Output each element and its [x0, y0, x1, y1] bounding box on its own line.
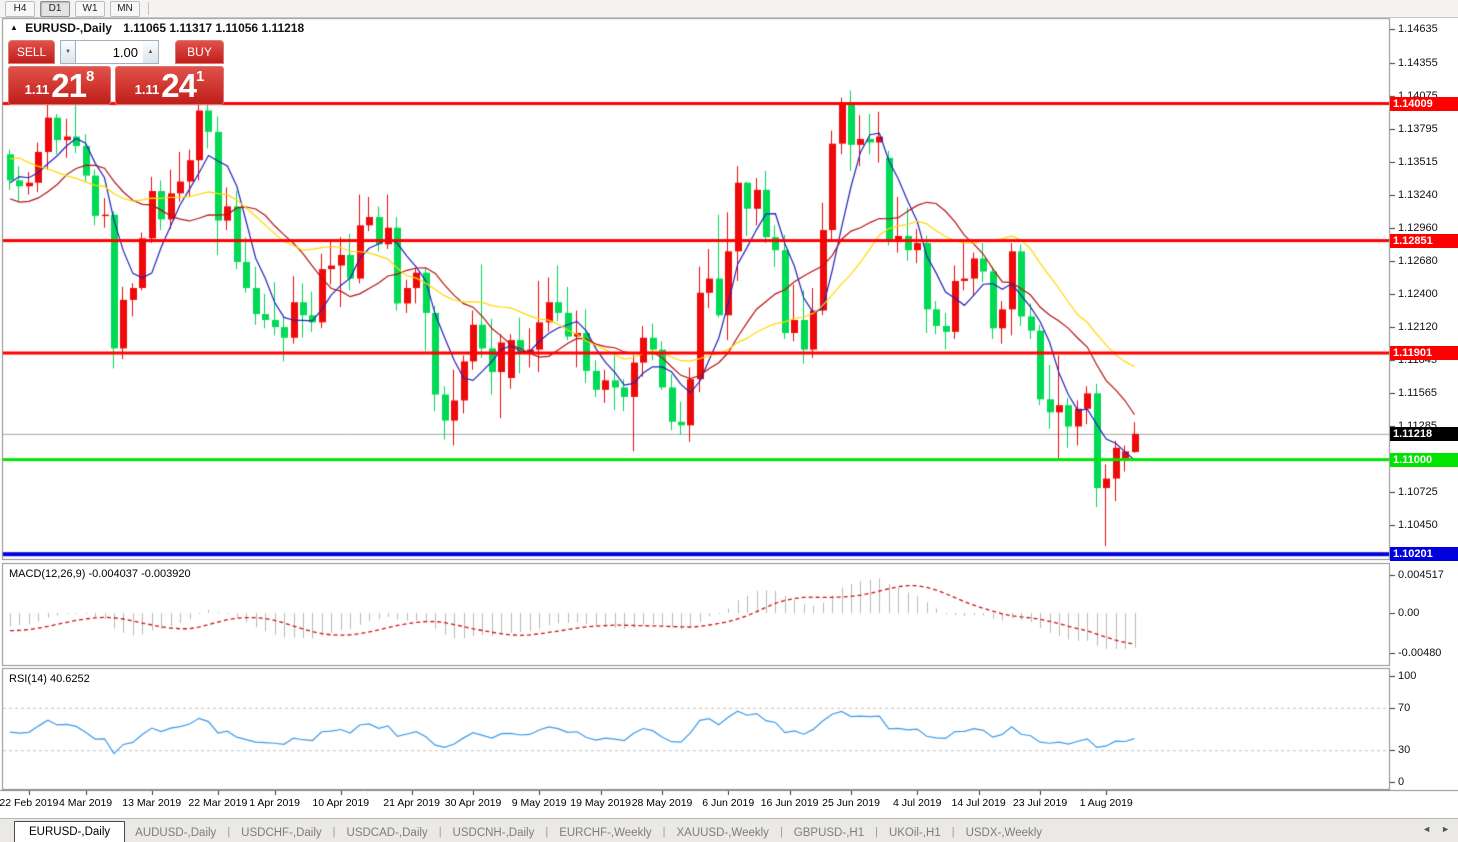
level-price-label: 1.10201 — [1390, 547, 1458, 562]
date-axis-label: 22 Mar 2019 — [188, 797, 248, 809]
sell-price-box[interactable]: 1.11 21 8 — [8, 66, 111, 105]
spinner-up-icon: ▲ — [147, 49, 154, 55]
price-axis-tick: 1.12400 — [1398, 287, 1438, 300]
price-axis-tick: 1.11565 — [1398, 386, 1437, 399]
level-price-label: 1.14009 — [1390, 96, 1458, 111]
buy-price-sup: 1 — [195, 68, 205, 85]
symbol-tab[interactable]: EURUSD-,Daily — [14, 821, 126, 842]
rsi-indicator-label: RSI(14) 40.6252 — [9, 673, 90, 685]
rsi-axis-tick: 30 — [1398, 744, 1411, 757]
price-axis-tick: 1.12120 — [1398, 321, 1438, 334]
price-axis-tick: 1.10450 — [1398, 518, 1438, 531]
tab-separator: | — [662, 825, 666, 838]
date-axis-label: 22 Feb 2019 — [0, 797, 59, 809]
price-axis-tick: 1.10725 — [1398, 486, 1438, 499]
date-axis-label: 4 Jul 2019 — [892, 797, 942, 809]
level-price-label: 1.11901 — [1390, 346, 1458, 361]
price-axis-tick: 1.14635 — [1398, 23, 1438, 36]
buy-price-small: 1.11 — [134, 82, 160, 97]
tab-separator: | — [779, 825, 783, 838]
macd-indicator-label: MACD(12,26,9) -0.004037 -0.003920 — [9, 568, 191, 580]
price-axis-tick: 1.13240 — [1398, 188, 1438, 201]
timeframe-toolbar: H4 D1 W1 MN — [0, 0, 1458, 18]
sell-button[interactable]: SELL — [8, 40, 55, 64]
symbol-tab[interactable]: USDX-,Weekly — [965, 826, 1043, 839]
date-axis-label: 10 Apr 2019 — [312, 797, 370, 809]
rsi-axis-tick: 0 — [1398, 776, 1405, 788]
tab-separator: | — [438, 825, 442, 838]
sell-price-sup: 8 — [85, 68, 95, 85]
tab-scroll-arrows: ◄ ► — [1422, 824, 1450, 834]
timeframe-button-mn[interactable]: MN — [110, 0, 140, 17]
symbol-tab[interactable]: GBPUSD-,H1 — [793, 826, 865, 839]
current-price-label: 1.11218 — [1390, 426, 1458, 441]
date-axis-label: 28 May 2019 — [631, 797, 693, 809]
symbol-tab[interactable]: UKOil-,H1 — [888, 826, 941, 839]
date-axis-label: 1 Apr 2019 — [249, 797, 300, 809]
buy-button-label: BUY — [187, 45, 212, 59]
price-axis-tick: 1.12680 — [1398, 254, 1438, 267]
tab-separator: | — [545, 825, 549, 838]
level-price-label: 1.11000 — [1390, 452, 1458, 467]
tab-scroll-right-icon[interactable]: ► — [1441, 824, 1450, 834]
tab-separator: | — [951, 825, 955, 838]
volume-input[interactable] — [76, 40, 143, 64]
date-axis-label: 6 Jun 2019 — [702, 797, 755, 809]
rsi-axis-tick: 100 — [1398, 670, 1417, 682]
date-axis-label: 9 May 2019 — [511, 797, 567, 809]
date-axis-label: 19 May 2019 — [570, 797, 631, 809]
symbol-tab-bar: EURUSD-,Daily AUDUSD-,Daily | USDCHF-,Daily… — [0, 818, 1458, 842]
symbol-tab[interactable]: USDCAD-,Daily — [346, 826, 428, 839]
spinner-down-icon: ▼ — [65, 49, 71, 55]
tab-scroll-left-icon[interactable]: ◄ — [1422, 824, 1432, 834]
buy-button[interactable]: BUY — [175, 40, 224, 64]
timeframe-button-w1[interactable]: W1 — [75, 0, 105, 17]
price-axis-tick: 1.13515 — [1398, 156, 1438, 168]
price-axis-tick: 1.12960 — [1398, 221, 1438, 234]
buy-price-box[interactable]: 1.11 24 1 — [115, 66, 224, 105]
toolbar-separator — [148, 2, 149, 15]
symbol-tab[interactable]: EURCHF-,Weekly — [559, 826, 652, 839]
macd-axis-tick: -0.00480 — [1398, 647, 1442, 660]
date-axis-label: 16 Jun 2019 — [760, 797, 819, 809]
collapse-panel-icon[interactable]: ▲ — [10, 23, 18, 32]
price-axis-tick: 1.14355 — [1398, 56, 1438, 69]
volume-decrease-button[interactable]: ▼ — [60, 40, 76, 64]
sell-price-big: 21 — [51, 67, 87, 104]
symbol-tab[interactable]: AUDUSD-,Daily — [135, 826, 217, 839]
rsi-axis-tick: 70 — [1398, 701, 1411, 714]
price-axis-tick: 1.13795 — [1398, 122, 1438, 135]
date-axis-label: 14 Jul 2019 — [951, 797, 1006, 809]
date-axis-label: 21 Apr 2019 — [383, 797, 440, 809]
tab-separator: | — [875, 825, 878, 838]
date-axis-label: 4 Mar 2019 — [59, 797, 113, 809]
symbol-tab[interactable]: USDCHF-,Daily — [241, 826, 322, 839]
chart-symbol-title: EURUSD-,Daily — [25, 21, 112, 35]
date-axis-label: 25 Jun 2019 — [822, 797, 880, 809]
date-axis-label: 1 Aug 2019 — [1079, 797, 1133, 809]
macd-axis-tick: 0.00 — [1398, 607, 1420, 619]
timeframe-button-h4[interactable]: H4 — [5, 0, 35, 17]
date-axis-label: 13 Mar 2019 — [122, 797, 182, 809]
tab-separator: | — [332, 825, 336, 838]
buy-price-big: 24 — [161, 67, 197, 104]
chart-header: ▲ EURUSD-,Daily 1.11065 1.11317 1.11056 … — [10, 21, 304, 35]
tab-separator: | — [227, 825, 231, 838]
date-axis-label: 30 Apr 2019 — [444, 797, 502, 809]
sell-price-small: 1.11 — [24, 82, 50, 97]
symbol-tab[interactable]: XAUUSD-,Weekly — [676, 826, 769, 839]
date-axis-label: 23 Jul 2019 — [1012, 797, 1068, 809]
level-price-label: 1.12851 — [1390, 233, 1458, 248]
macd-axis-tick: 0.004517 — [1398, 569, 1444, 582]
symbol-tab[interactable]: USDCNH-,Daily — [452, 826, 535, 839]
timeframe-button-d1[interactable]: D1 — [40, 0, 70, 17]
volume-increase-button[interactable]: ▲ — [143, 40, 159, 64]
chart-ohlc-values: 1.11065 1.11317 1.11056 1.11218 — [123, 21, 305, 35]
sell-button-label: SELL — [16, 45, 47, 59]
